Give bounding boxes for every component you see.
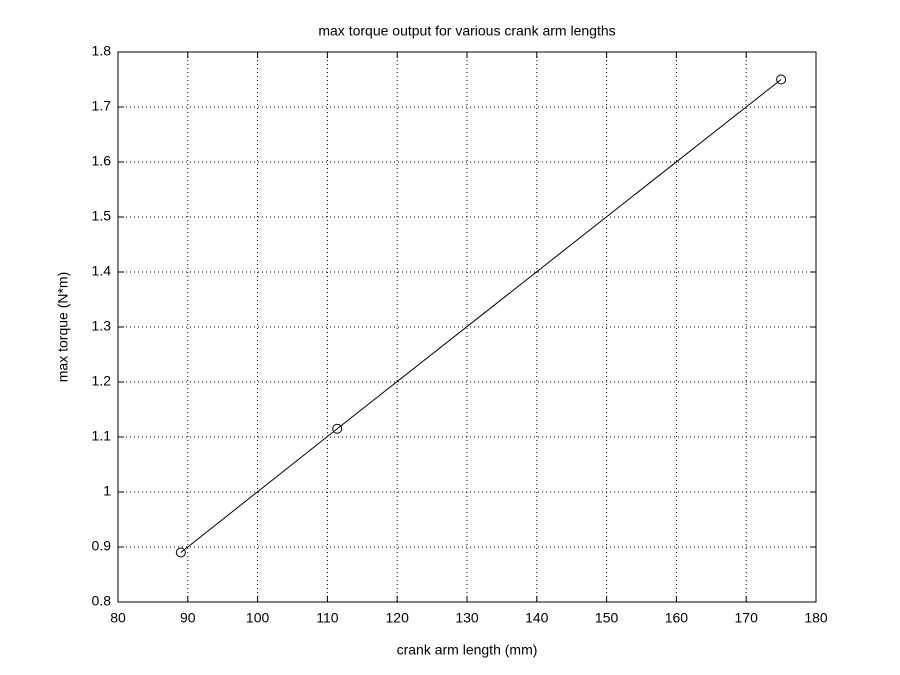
x-tick-label: 150 <box>595 610 619 626</box>
y-tick-label: 0.8 <box>92 593 112 609</box>
data-point <box>332 423 343 434</box>
y-tick-label: 1 <box>103 483 111 499</box>
y-tick-label: 1.2 <box>92 373 112 389</box>
x-tick-label: 110 <box>316 610 339 626</box>
y-tick-label: 1.4 <box>92 263 112 279</box>
x-tick-label: 120 <box>386 610 410 626</box>
chart-title: max torque output for various crank arm … <box>318 23 615 39</box>
x-tick-label: 180 <box>804 610 828 626</box>
x-axis-label: crank arm length (mm) <box>397 642 538 658</box>
x-tick-label: 140 <box>525 610 549 626</box>
y-axis-label: max torque (N*m) <box>55 272 71 382</box>
plot-area: 80 90 100 110 120 130 140 150 160 170 180 0.8 0.9 1 1.… <box>92 43 828 626</box>
x-tick-label: 80 <box>110 610 126 626</box>
x-tick-label: 100 <box>246 610 270 626</box>
axes-box <box>117 51 817 603</box>
x-tick-label: 130 <box>455 610 479 626</box>
data-point <box>175 547 186 558</box>
y-tick-label: 1.8 <box>92 43 112 59</box>
x-tick-label: 90 <box>180 610 196 626</box>
y-tick-label: 1.5 <box>92 208 112 224</box>
x-tick-label: 170 <box>735 610 759 626</box>
y-tick-label: 0.9 <box>92 538 112 554</box>
y-tick-label: 1.6 <box>92 153 112 169</box>
y-tick-label: 1.7 <box>92 98 112 114</box>
y-tick-label: 1.1 <box>92 428 112 444</box>
data-line <box>180 79 782 553</box>
data-point <box>776 74 787 85</box>
x-tick-label: 160 <box>665 610 689 626</box>
y-tick-label: 1.3 <box>92 318 112 334</box>
